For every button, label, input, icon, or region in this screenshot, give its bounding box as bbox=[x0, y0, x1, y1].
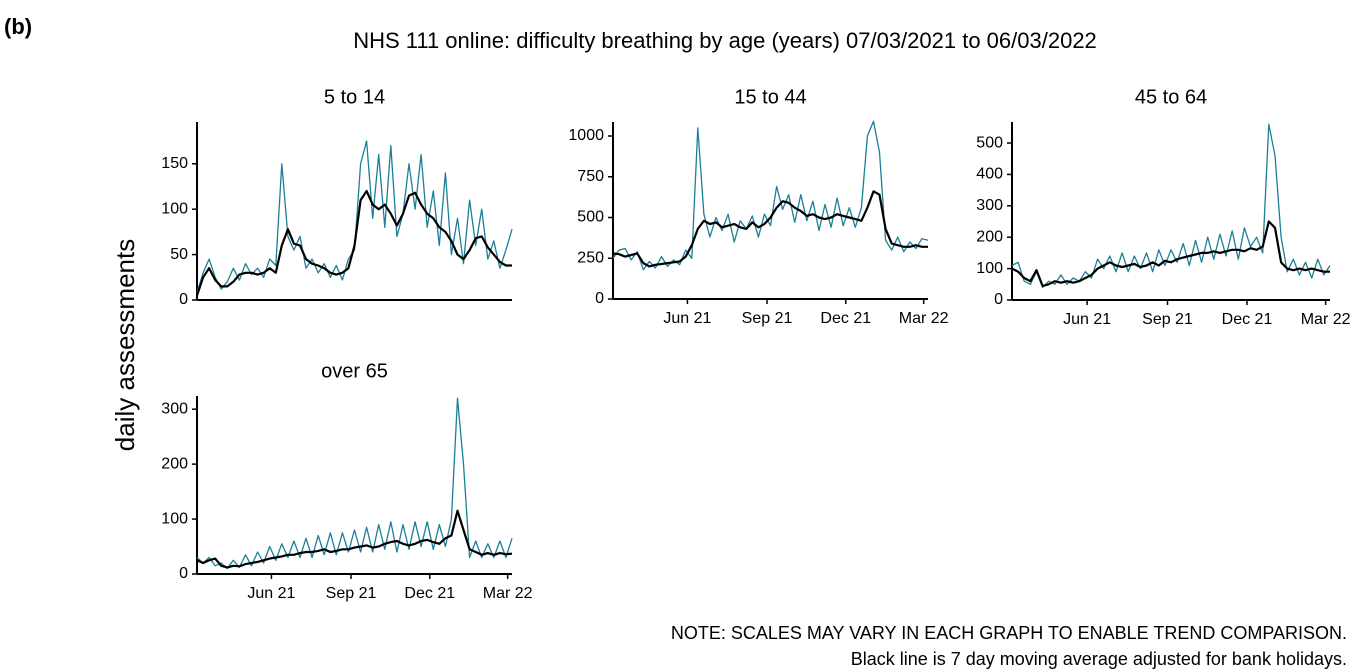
y-tick-label: 100 bbox=[161, 510, 188, 527]
data-line bbox=[196, 509, 513, 569]
x-tick-label: Sep 21 bbox=[1142, 311, 1193, 328]
x-tick-label: Mar 22 bbox=[899, 310, 949, 327]
facet-title: 5 to 14 bbox=[324, 86, 385, 108]
x-tick-label: Dec 21 bbox=[404, 585, 455, 602]
x-tick-label: Dec 21 bbox=[820, 310, 871, 327]
x-tick-label: Mar 22 bbox=[483, 585, 533, 602]
y-tick-label: 500 bbox=[976, 134, 1003, 151]
y-tick-label: 0 bbox=[179, 565, 188, 582]
y-tick-label: 250 bbox=[577, 249, 604, 266]
panel-label: (b) bbox=[4, 14, 32, 39]
y-tick-label: 200 bbox=[161, 455, 188, 472]
x-tick-label: Jun 21 bbox=[663, 310, 711, 327]
y-tick-label: 300 bbox=[161, 400, 188, 417]
y-tick-label: 50 bbox=[170, 246, 188, 263]
x-tick-label: Sep 21 bbox=[326, 585, 377, 602]
data-line bbox=[1011, 220, 1330, 287]
y-tick-label: 1000 bbox=[568, 127, 604, 144]
data-line bbox=[196, 397, 513, 570]
y-tick-label: 200 bbox=[976, 228, 1003, 245]
x-tick-label: Jun 21 bbox=[247, 585, 295, 602]
x-tick-label: Jun 21 bbox=[1063, 311, 1111, 328]
facet-title: 45 to 64 bbox=[1135, 86, 1207, 108]
x-tick-label: Mar 22 bbox=[1301, 311, 1351, 328]
data-line bbox=[195, 189, 512, 296]
x-tick-label: Dec 21 bbox=[1222, 311, 1273, 328]
note: Black line is 7 day moving average adjus… bbox=[851, 649, 1347, 669]
y-tick-label: 0 bbox=[595, 290, 604, 307]
facet-title: 15 to 44 bbox=[734, 86, 806, 108]
y-tick-label: 100 bbox=[161, 200, 188, 217]
y-tick-label: 100 bbox=[976, 260, 1003, 277]
y-tick-label: 0 bbox=[179, 291, 188, 308]
data-line bbox=[612, 190, 928, 268]
y-tick-label: 500 bbox=[577, 209, 604, 226]
x-tick-label: Sep 21 bbox=[742, 310, 793, 327]
y-tick-label: 0 bbox=[994, 291, 1003, 308]
data-line bbox=[196, 140, 513, 293]
y-axis-label: daily assessments bbox=[110, 239, 140, 451]
note: NOTE: SCALES MAY VARY IN EACH GRAPH TO E… bbox=[671, 623, 1347, 643]
y-tick-label: 150 bbox=[161, 155, 188, 172]
y-tick-label: 400 bbox=[976, 166, 1003, 183]
figure-title: NHS 111 online: difficulty breathing by … bbox=[353, 28, 1097, 53]
y-tick-label: 300 bbox=[976, 197, 1003, 214]
facet-title: over 65 bbox=[321, 360, 388, 382]
y-tick-label: 750 bbox=[577, 168, 604, 185]
